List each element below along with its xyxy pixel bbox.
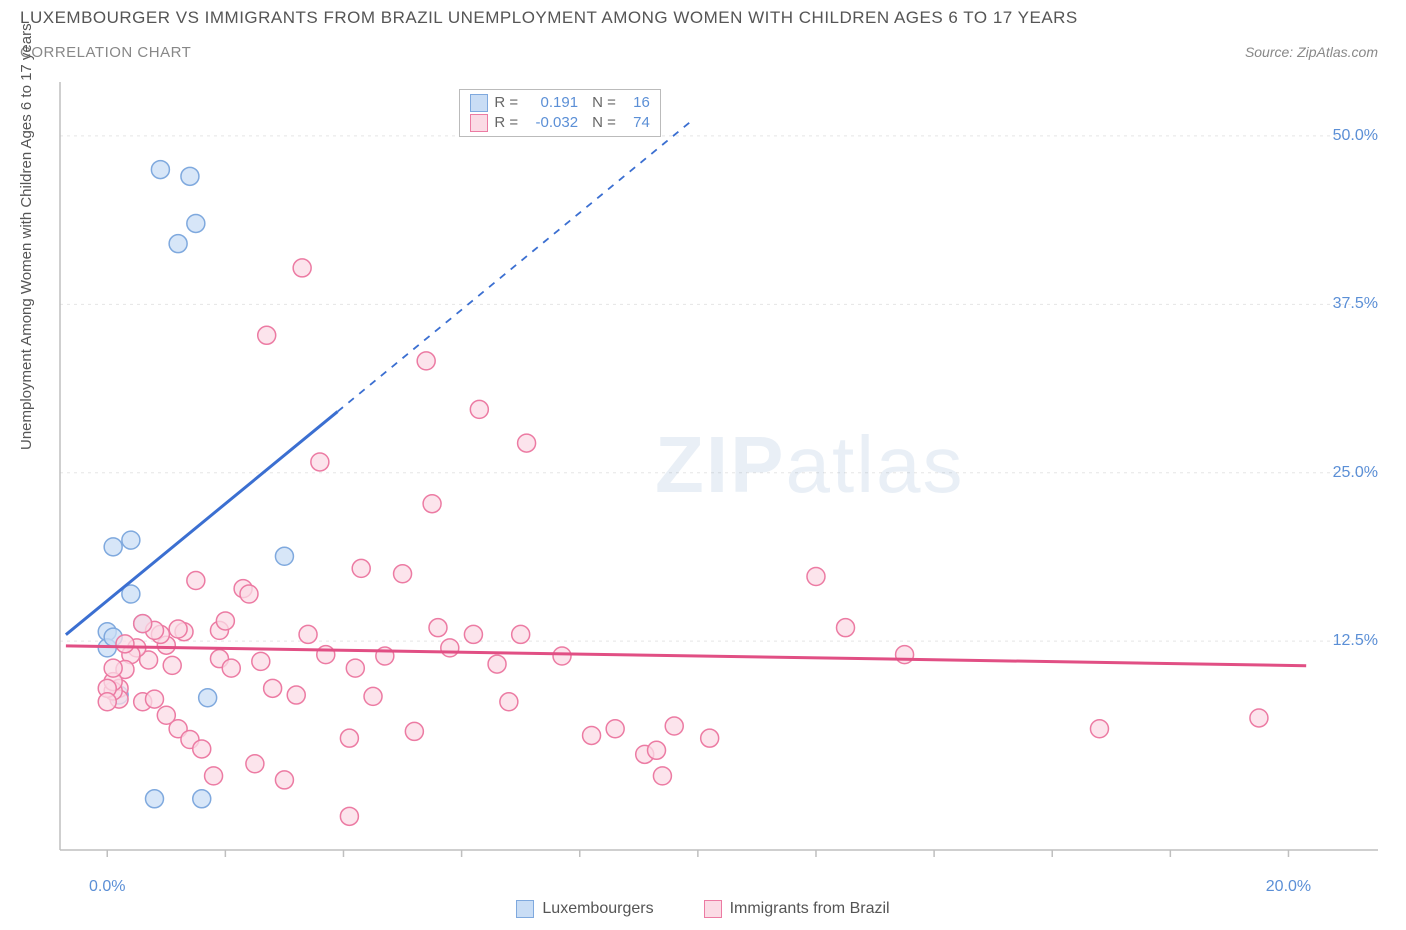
data-point [145,790,163,808]
data-point [193,790,211,808]
trend-line-extrapolated [338,121,692,412]
y-tick-label: 37.5% [1333,295,1378,313]
data-point [837,619,855,637]
data-point [364,687,382,705]
data-point [193,740,211,758]
n-label: N = [592,94,616,111]
data-point [405,722,423,740]
correlation-stats-box: R = 0.191 N = 16 R = -0.032 N = 74 [459,89,661,137]
legend-label: Immigrants from Brazil [730,900,890,918]
data-point [512,625,530,643]
legend-item: Immigrants from Brazil [704,900,890,918]
data-point [417,352,435,370]
data-point [116,635,134,653]
data-point [518,434,536,452]
stats-row: R = 0.191 N = 16 [470,94,650,112]
data-point [216,612,234,630]
data-point [352,559,370,577]
data-point [553,647,571,665]
data-point [423,495,441,513]
data-point [317,646,335,664]
r-label: R = [494,94,518,111]
data-point [311,453,329,471]
chart-title: LUXEMBOURGER VS IMMIGRANTS FROM BRAZIL U… [20,8,1078,28]
data-point [187,572,205,590]
data-point [98,693,116,711]
y-tick-label: 25.0% [1333,464,1378,482]
data-point [240,585,258,603]
data-point [169,620,187,638]
chart-area: 12.5%25.0%37.5%50.0% 0.0%20.0% R =0.191N… [58,80,1388,870]
data-point [464,625,482,643]
data-point [340,729,358,747]
data-point [199,689,217,707]
data-point [252,652,270,670]
data-point [346,659,364,677]
data-point [701,729,719,747]
data-point [134,615,152,633]
data-point [299,625,317,643]
data-point [181,167,199,185]
data-point [470,400,488,418]
data-point [653,767,671,785]
data-point [500,693,518,711]
data-point [1250,709,1268,727]
data-point [807,567,825,585]
n-value: 74 [622,114,650,131]
r-value: -0.032 [524,114,578,131]
series-swatch [470,114,488,132]
y-tick-label: 50.0% [1333,127,1378,145]
data-point [169,235,187,253]
data-point [275,771,293,789]
r-label: R = [494,114,518,131]
data-point [287,686,305,704]
data-point [293,259,311,277]
x-tick-label: 20.0% [1266,878,1311,896]
data-point [104,538,122,556]
data-point [1090,720,1108,738]
data-point [187,214,205,232]
data-point [648,741,666,759]
data-point [122,531,140,549]
data-point [151,161,169,179]
chart-subtitle: CORRELATION CHART [20,44,191,61]
data-point [222,659,240,677]
data-point [488,655,506,673]
data-point [583,726,601,744]
x-tick-label: 0.0% [89,878,125,896]
data-point [205,767,223,785]
r-value: 0.191 [524,94,578,111]
data-point [394,565,412,583]
data-point [606,720,624,738]
n-label: N = [592,114,616,131]
data-point [275,547,293,565]
legend: Luxembourgers Immigrants from Brazil [0,900,1406,918]
data-point [429,619,447,637]
data-point [264,679,282,697]
data-point [163,656,181,674]
legend-swatch [704,900,722,918]
stats-row: R = -0.032 N = 74 [470,114,650,132]
y-tick-label: 12.5% [1333,632,1378,650]
series-swatch [470,94,488,112]
data-point [145,690,163,708]
legend-label: Luxembourgers [542,900,653,918]
n-value: 16 [622,94,650,111]
data-point [896,646,914,664]
data-point [258,326,276,344]
source-attribution: Source: ZipAtlas.com [1245,44,1378,60]
scatter-plot [58,80,1388,870]
y-axis-label: Unemployment Among Women with Children A… [18,23,35,450]
data-point [104,659,122,677]
data-point [665,717,683,735]
legend-item: Luxembourgers [516,900,653,918]
legend-swatch [516,900,534,918]
data-point [340,807,358,825]
data-point [246,755,264,773]
trend-line [66,412,338,635]
data-point [441,639,459,657]
